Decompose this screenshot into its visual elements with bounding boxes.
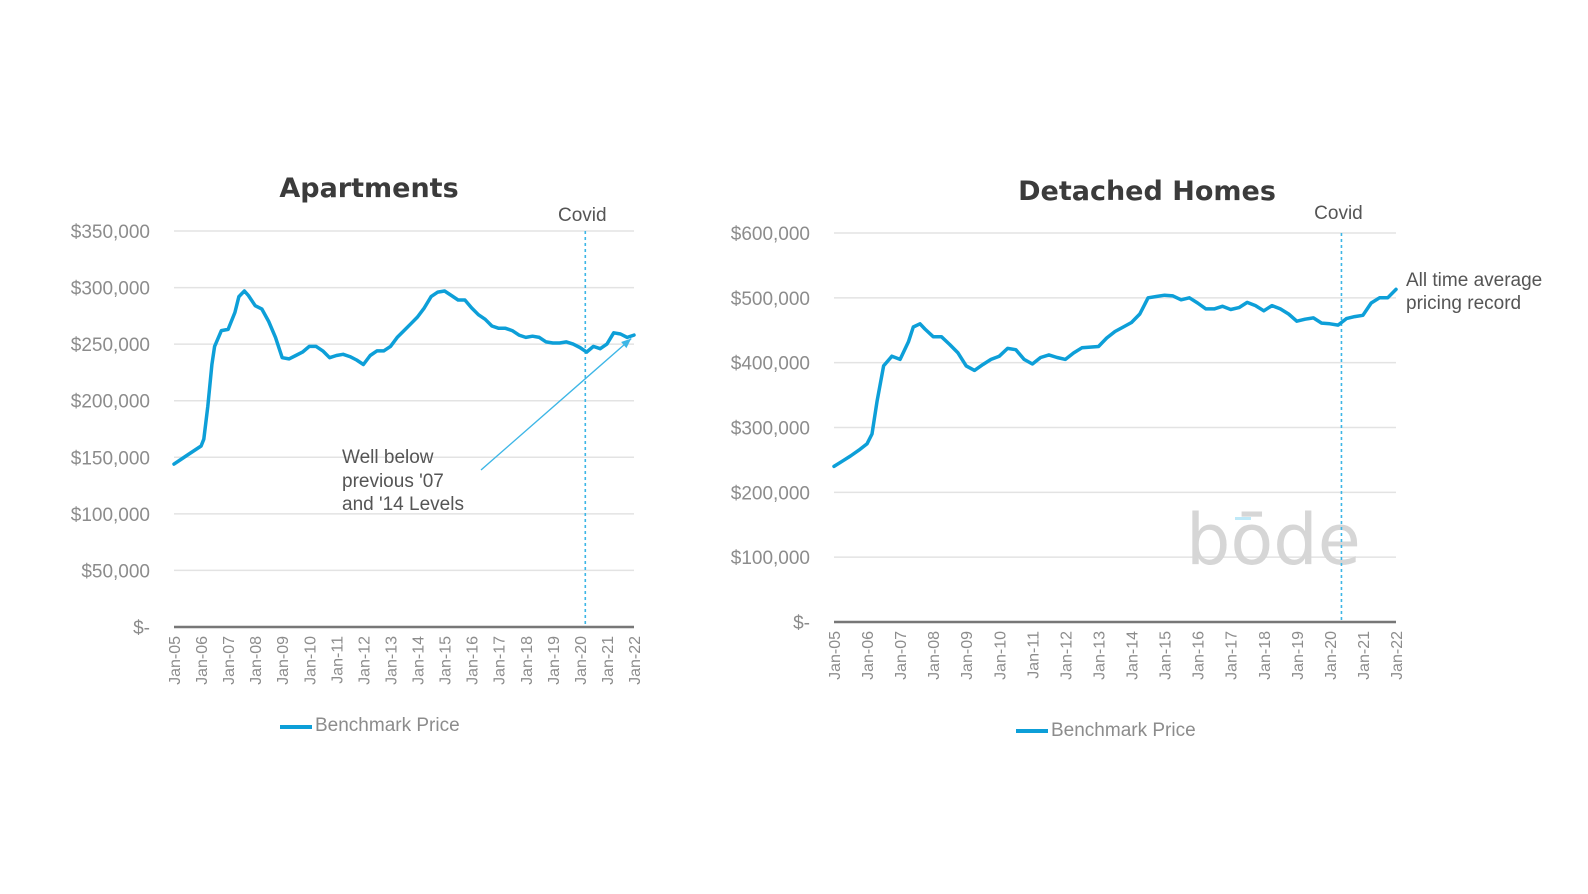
x-tick-label: Jan-17 <box>1224 631 1241 680</box>
watermark-accent-bar <box>1235 517 1251 520</box>
x-tick-label: Jan-08 <box>248 636 265 685</box>
x-tick-label: Jan-21 <box>1356 631 1373 680</box>
annotation-line-2: pricing record <box>1406 293 1521 314</box>
annotation-line-1: Well below <box>342 447 434 468</box>
x-tick-label: Jan-19 <box>1290 631 1307 680</box>
x-tick-label: Jan-07 <box>893 631 910 680</box>
legend-label: Benchmark Price <box>1051 720 1196 741</box>
legend: Benchmark Price <box>1016 720 1196 741</box>
x-tick-label: Jan-10 <box>302 636 319 685</box>
x-tick-label: Jan-15 <box>1158 631 1175 680</box>
legend: Benchmark Price <box>280 715 460 736</box>
y-tick-label: $400,000 <box>731 354 810 375</box>
x-tick-label: Jan-05 <box>167 636 184 685</box>
y-tick-label: $200,000 <box>731 483 810 504</box>
x-tick-label: Jan-06 <box>194 636 211 685</box>
y-tick-label: $600,000 <box>731 224 810 245</box>
legend-label: Benchmark Price <box>315 715 460 736</box>
covid-marker-label: Covid <box>558 205 607 226</box>
x-tick-label: Jan-16 <box>465 636 482 685</box>
x-tick-label: Jan-05 <box>827 631 844 680</box>
x-tick-label: Jan-22 <box>627 636 644 685</box>
y-tick-label: $250,000 <box>71 335 150 356</box>
benchmark-price-line <box>172 289 636 466</box>
x-tick-label: Jan-16 <box>1191 631 1208 680</box>
benchmark-price-line <box>832 287 1398 469</box>
x-tick-label: Jan-21 <box>600 636 617 685</box>
apartments-chart: Apartments $- $50,000 $100,000 $150,000 $200… <box>71 173 644 736</box>
chart-title: Detached Homes <box>1018 176 1276 207</box>
y-tick-label: $300,000 <box>71 279 150 300</box>
chart-title: Apartments <box>279 173 458 204</box>
x-tick-label: Jan-20 <box>573 636 590 685</box>
y-tick-label: $500,000 <box>731 289 810 310</box>
y-tick-label: $350,000 <box>71 222 150 243</box>
x-tick-label: Jan-10 <box>992 631 1009 680</box>
x-tick-label: Jan-14 <box>1125 631 1142 680</box>
y-tick-label: $150,000 <box>71 448 150 469</box>
annotation-line-1: All time average <box>1406 270 1542 291</box>
x-tick-label: Jan-09 <box>275 636 292 685</box>
x-tick-label: Jan-09 <box>959 631 976 680</box>
annotation-arrow <box>480 337 632 471</box>
x-tick-label: Jan-18 <box>519 636 536 685</box>
x-tick-label: Jan-17 <box>492 636 509 685</box>
x-tick-label: Jan-11 <box>1025 631 1042 679</box>
annotation-line-3: and '14 Levels <box>342 494 464 515</box>
x-tick-label: Jan-20 <box>1323 631 1340 680</box>
y-tick-label: $- <box>133 618 150 639</box>
bode-watermark: bōde <box>1186 499 1361 581</box>
x-tick-label: Jan-07 <box>221 636 238 685</box>
x-tick-label: Jan-18 <box>1257 631 1274 680</box>
annotation: Well below previous '07 and '14 Levels <box>342 337 632 515</box>
covid-marker-label: Covid <box>1314 203 1363 224</box>
y-tick-label: $100,000 <box>731 548 810 569</box>
annotation-arrowhead-icon <box>621 338 632 349</box>
annotation-line-2: previous '07 <box>342 471 444 492</box>
gridlines <box>834 232 1396 558</box>
detached-homes-chart: Detached Homes $- $100,000 $200,000 $300,00… <box>731 176 1542 741</box>
x-tick-label: Jan-08 <box>926 631 943 680</box>
y-axis-ticks: $- $50,000 $100,000 $150,000 $200,000 $250,00… <box>71 222 150 639</box>
x-axis-ticks: Jan-05 Jan-06 Jan-07 Jan-08 Jan-09 Jan-10 Jan-… <box>827 631 1406 680</box>
x-tick-label: Jan-13 <box>383 636 400 685</box>
x-tick-label: Jan-22 <box>1389 631 1406 680</box>
y-tick-label: $200,000 <box>71 392 150 413</box>
y-tick-label: $300,000 <box>731 419 810 440</box>
x-tick-label: Jan-15 <box>438 636 455 685</box>
y-tick-label: $50,000 <box>81 561 150 582</box>
annotation: All time average pricing record <box>1406 270 1542 314</box>
x-tick-label: Jan-11 <box>329 636 346 684</box>
y-tick-label: $100,000 <box>71 505 150 526</box>
x-tick-label: Jan-12 <box>1058 631 1075 680</box>
x-tick-label: Jan-12 <box>356 636 373 685</box>
y-tick-label: $- <box>793 613 810 634</box>
x-tick-label: Jan-13 <box>1091 631 1108 680</box>
gridlines <box>174 230 634 572</box>
y-axis-ticks: $- $100,000 $200,000 $300,000 $400,000 $500,0… <box>731 224 810 634</box>
x-tick-label: Jan-19 <box>546 636 563 685</box>
x-tick-label: Jan-06 <box>860 631 877 680</box>
x-axis-ticks: Jan-05 Jan-06 Jan-07 Jan-08 Jan-09 Jan-10 Jan-… <box>167 636 644 685</box>
x-tick-label: Jan-14 <box>411 636 428 685</box>
